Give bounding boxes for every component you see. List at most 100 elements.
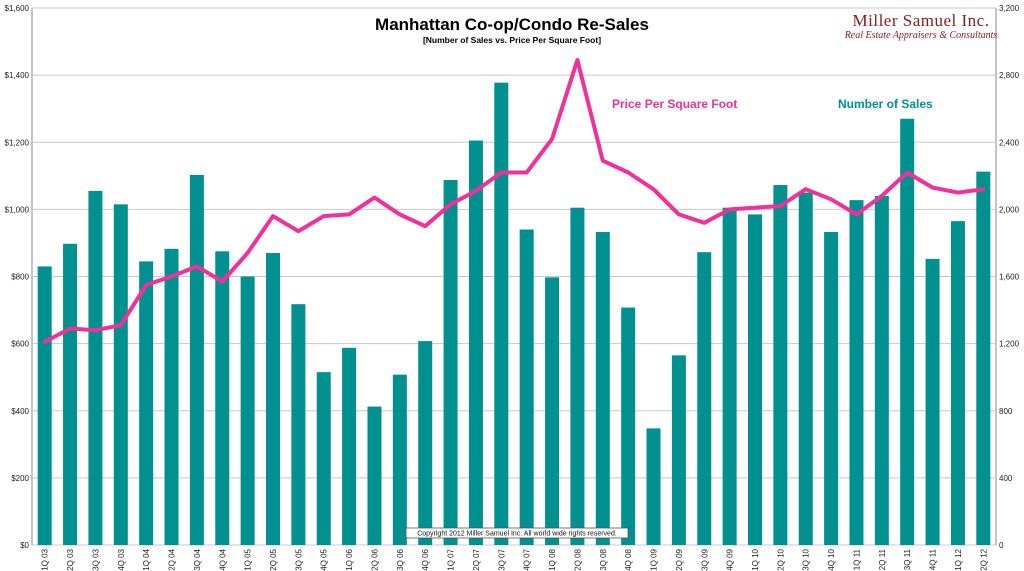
sales-bar (722, 207, 737, 545)
sales-bar (849, 200, 864, 545)
x-tick-label: 2Q 08 (573, 548, 582, 570)
bars-layer (37, 82, 991, 546)
left-tick-label: $1,600 (5, 4, 30, 13)
line-layer (42, 58, 986, 344)
sales-bar (392, 374, 407, 545)
x-tick-label: 3Q 07 (497, 548, 506, 570)
x-tick-label: 3Q 03 (91, 548, 100, 570)
x-tick-label: 2Q 07 (472, 548, 481, 570)
sales-bar (671, 355, 686, 545)
x-tick-label: 3Q 06 (396, 548, 405, 570)
right-tick-label: 3,200 (999, 4, 1020, 13)
x-tick-label: 2Q 10 (776, 548, 785, 570)
logo-tagline: Real Estate Appraisers & Consultants (844, 30, 998, 41)
ppsf-line (42, 58, 986, 344)
sales-bar (468, 140, 483, 545)
x-tick-label: 2Q 05 (269, 548, 278, 570)
sales-bar (113, 204, 128, 545)
sales-bar (519, 229, 534, 545)
x-tick-label: 4Q 10 (827, 548, 836, 570)
sales-bar (595, 232, 610, 545)
x-tick-label: 3Q 04 (193, 548, 202, 570)
sales-bar (63, 243, 78, 546)
sales-bar (342, 347, 357, 545)
x-tick-label: 4Q 11 (929, 548, 938, 570)
sales-bar (976, 171, 991, 545)
sales-bar (215, 251, 230, 545)
sales-bar (37, 266, 52, 545)
x-tick-label: 2Q 09 (675, 548, 684, 570)
x-tick-label: 4Q 09 (726, 548, 735, 570)
x-tick-label: 4Q 04 (218, 548, 227, 570)
x-tick-label: 3Q 09 (700, 548, 709, 570)
x-tick-label: 3Q 08 (599, 548, 608, 570)
left-tick-label: $200 (11, 474, 29, 483)
x-tick-label: 1Q 11 (853, 548, 862, 570)
x-tick-label: 2Q 12 (979, 548, 988, 570)
x-tick-label: 2Q 04 (168, 548, 177, 570)
left-tick-label: $800 (11, 273, 29, 282)
left-tick-label: $0 (20, 541, 29, 550)
sales-series-label: Number of Sales (838, 97, 933, 111)
sales-bar (773, 185, 788, 546)
right-tick-label: 2,800 (999, 71, 1020, 80)
sales-bar (88, 190, 103, 545)
right-tick-label: 1,600 (999, 273, 1020, 282)
x-tick-label: 4Q 07 (523, 548, 532, 570)
x-tick-label: 2Q 06 (371, 548, 380, 570)
sales-bar (240, 276, 255, 545)
left-tick-label: $1,400 (5, 71, 30, 80)
x-tick-label: 1Q 03 (41, 548, 50, 570)
left-tick-label: $600 (11, 340, 29, 349)
sales-bar (367, 406, 382, 545)
x-tick-label: 3Q 10 (802, 548, 811, 570)
x-tick-label: 1Q 06 (345, 548, 354, 570)
x-tick-label: 2Q 11 (878, 548, 887, 570)
sales-bar (545, 277, 560, 545)
right-tick-label: 2,000 (999, 205, 1020, 214)
sales-bar (950, 221, 965, 545)
sales-bar (139, 261, 154, 545)
sales-bar (291, 304, 306, 545)
chart-title: Manhattan Co-op/Condo Re-Sales (375, 15, 649, 34)
x-tick-label: 4Q 05 (320, 548, 329, 570)
sales-bar (266, 253, 280, 545)
sales-bar (900, 118, 915, 545)
sales-bar (494, 82, 509, 545)
copyright-box (405, 527, 629, 539)
x-axis-ticks: 1Q 03 2Q 03 3Q 03 4Q 03 1Q 04 2Q 04 3Q 04 4Q 04… (41, 548, 989, 570)
sales-bar (697, 252, 712, 546)
x-tick-label: 3Q 11 (903, 548, 912, 570)
chart-subtitle: [Number of Sales vs. Price Per Square Fo… (423, 35, 601, 45)
right-tick-label: 1,200 (999, 340, 1020, 349)
sales-bar (874, 195, 889, 545)
sales-bar (418, 341, 433, 545)
x-tick-label: 1Q 10 (751, 548, 760, 570)
sales-bar (316, 372, 331, 545)
sales-bar (748, 214, 762, 546)
sales-bar (925, 258, 940, 545)
sales-bar (621, 307, 636, 545)
x-tick-label: 1Q 09 (650, 548, 659, 570)
sales-bar (824, 232, 839, 545)
sales-bar (443, 180, 458, 545)
right-tick-label: 800 (999, 407, 1013, 416)
left-tick-label: $400 (11, 407, 29, 416)
left-axis-ticks: $0 $200 $400 $600 $800 $1,000 $1,200 $1,400 $1,6… (5, 4, 30, 550)
copyright-notice: Copyright 2012 Miller Samuel Inc. All wo… (417, 531, 617, 538)
x-tick-label: 1Q 04 (142, 548, 151, 570)
sales-bar (570, 207, 585, 545)
left-tick-label: $1,200 (5, 138, 30, 147)
x-tick-label: 1Q 08 (548, 548, 557, 570)
x-tick-label: 4Q 06 (421, 548, 430, 570)
right-axis-ticks: 0 400 800 1,200 1,600 2,000 2,400 2,800 3,200 (999, 4, 1020, 550)
x-tick-label: 4Q 08 (624, 548, 633, 570)
x-tick-label: 4Q 03 (117, 548, 126, 570)
x-tick-label: 2Q 03 (66, 548, 75, 570)
sales-bar (798, 192, 813, 545)
x-tick-label: 1Q 05 (244, 548, 253, 570)
x-tick-label: 3Q 05 (294, 548, 303, 570)
x-tick-label: 1Q 12 (954, 548, 963, 570)
sales-bar (164, 248, 179, 545)
